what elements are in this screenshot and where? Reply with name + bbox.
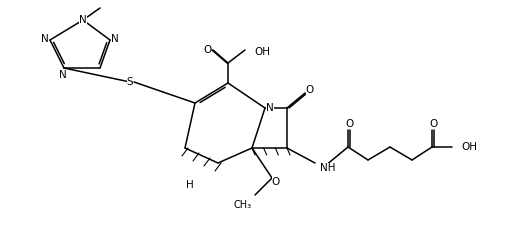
Text: O: O: [430, 119, 438, 129]
Text: N: N: [111, 34, 119, 44]
Text: CH₃: CH₃: [234, 200, 252, 210]
Text: N: N: [59, 70, 67, 80]
Text: OH: OH: [461, 142, 477, 152]
Text: O: O: [203, 45, 211, 55]
Text: O: O: [272, 177, 280, 187]
Text: N: N: [79, 15, 87, 25]
Text: S: S: [127, 77, 133, 87]
Text: N: N: [266, 103, 274, 113]
Text: N: N: [41, 34, 49, 44]
Text: H: H: [186, 180, 194, 190]
Text: OH: OH: [254, 47, 270, 57]
Text: O: O: [346, 119, 354, 129]
Text: NH: NH: [320, 163, 335, 173]
Text: O: O: [306, 85, 314, 95]
